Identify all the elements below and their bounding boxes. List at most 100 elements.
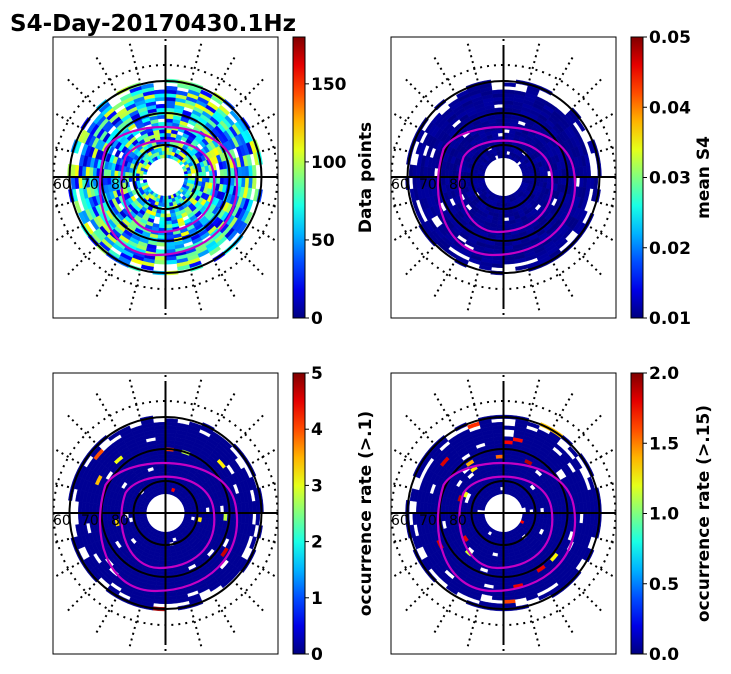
heatmap-cell: [491, 595, 504, 601]
heatmap-cell: [496, 224, 504, 229]
radial-spoke: [128, 609, 141, 649]
heatmap-cell: [103, 504, 108, 514]
heatmap-cell: [441, 168, 446, 178]
heatmap-cell: [158, 121, 166, 127]
heatmap-cell: [118, 425, 132, 435]
heatmap-cell: [220, 576, 233, 589]
heatmap-cell: [416, 501, 421, 514]
radial-spoke: [552, 263, 575, 299]
heatmap-cell: [495, 114, 504, 120]
radial-spoke: [589, 446, 616, 464]
colorbar-tick-label: 0: [311, 309, 323, 329]
heatmap-cell: [525, 593, 539, 601]
latitude-label: 80: [111, 513, 129, 529]
heatmap-cell: [106, 169, 112, 178]
heatmap-cell: [70, 176, 76, 190]
colorbar-label: occurrence rate (>.1): [356, 411, 376, 616]
heatmap-cell: [168, 538, 174, 543]
radial-spoke: [53, 226, 80, 244]
radial-spoke: [190, 41, 203, 81]
radial-spoke: [214, 55, 237, 91]
colorbar-label: occurrence rate (>.15): [694, 405, 714, 622]
heatmap-cell: [408, 164, 414, 178]
heatmap-cell: [561, 176, 566, 186]
heatmap-cell: [503, 450, 512, 456]
heatmap-cell: [165, 121, 173, 127]
heatmap-cell: [557, 176, 563, 185]
radial-spoke: [391, 446, 418, 464]
heatmap-cell: [503, 114, 512, 120]
auroral-oval: [458, 139, 554, 234]
heatmap-cell: [495, 450, 504, 456]
auroral-oval: [98, 125, 239, 257]
heatmap-cell: [451, 170, 457, 178]
heatmap-cell: [248, 512, 253, 525]
radial-spoke: [53, 481, 70, 489]
colorbar-tick-label: 0: [311, 645, 323, 665]
heatmap-cell: [153, 599, 166, 605]
colorbar: [630, 36, 644, 319]
radial-spoke: [466, 609, 479, 649]
heatmap-cell: [219, 512, 225, 521]
heatmap-cell: [208, 581, 222, 592]
heatmap-cell: [157, 114, 166, 120]
heatmap-cell: [503, 82, 517, 88]
axes-frame: [390, 36, 617, 319]
radial-spoke: [466, 377, 479, 417]
auroral-oval: [458, 475, 554, 570]
heatmap-cell: [503, 89, 516, 95]
heatmap-cell: [158, 457, 166, 463]
heatmap-cell: [165, 259, 178, 265]
latitude-label: 60: [391, 513, 409, 529]
heatmap-cell: [165, 85, 178, 91]
colorbar: [292, 36, 306, 319]
radial-spoke: [573, 583, 604, 613]
heatmap-cell: [451, 506, 457, 514]
heatmap-cell: [503, 224, 511, 229]
heatmap-cell: [140, 83, 154, 90]
radial-spoke: [235, 77, 266, 107]
heatmap-cell: [156, 241, 166, 247]
colorbar-tick-label: 0.01: [649, 309, 691, 329]
heatmap-cell: [226, 448, 238, 461]
colorbar-tick-label: 0.02: [649, 239, 691, 259]
colorbar-tick-label: 1.0: [649, 505, 679, 525]
colorbar-tick-label: 0.04: [649, 98, 691, 118]
radial-spoke: [552, 55, 575, 91]
heatmap-cell: [216, 512, 221, 521]
radial-spoke: [128, 41, 141, 81]
heatmap-cell: [165, 118, 174, 123]
heatmap-cell: [223, 176, 228, 186]
heatmap-cell: [431, 112, 443, 125]
radial-spoke: [65, 247, 96, 277]
heatmap-cell: [157, 570, 166, 576]
colorbar-tick-label: 5: [311, 364, 323, 384]
heatmap-cell: [554, 169, 559, 178]
heatmap-cell: [444, 505, 450, 514]
latitude-label: 70: [81, 177, 99, 193]
heatmap-cell: [557, 169, 563, 178]
radial-spoke: [190, 377, 203, 417]
heatmap-cell: [495, 234, 504, 240]
polar-plot: [53, 373, 278, 653]
radial-spoke: [94, 55, 117, 91]
latitude-label: 60: [53, 177, 71, 193]
radial-spoke: [552, 391, 575, 427]
radial-spoke: [432, 391, 455, 427]
heatmap-cell: [491, 421, 504, 427]
radial-spoke: [599, 145, 616, 153]
radial-spoke: [403, 413, 434, 443]
colorbar-tick-label: 1.5: [649, 434, 679, 454]
axes-frame: [52, 372, 279, 655]
radial-spoke: [214, 599, 237, 635]
colorbar-tick-label: 2: [311, 533, 323, 553]
heatmap-cell: [445, 584, 459, 596]
colorbar-label: Data points: [356, 122, 376, 233]
radial-spoke: [53, 110, 80, 128]
polar-plot: [391, 37, 616, 317]
heatmap-cell: [155, 103, 166, 109]
heatmap-cell: [106, 505, 112, 514]
colorbar: [630, 372, 644, 655]
heatmap-cell: [503, 570, 512, 576]
